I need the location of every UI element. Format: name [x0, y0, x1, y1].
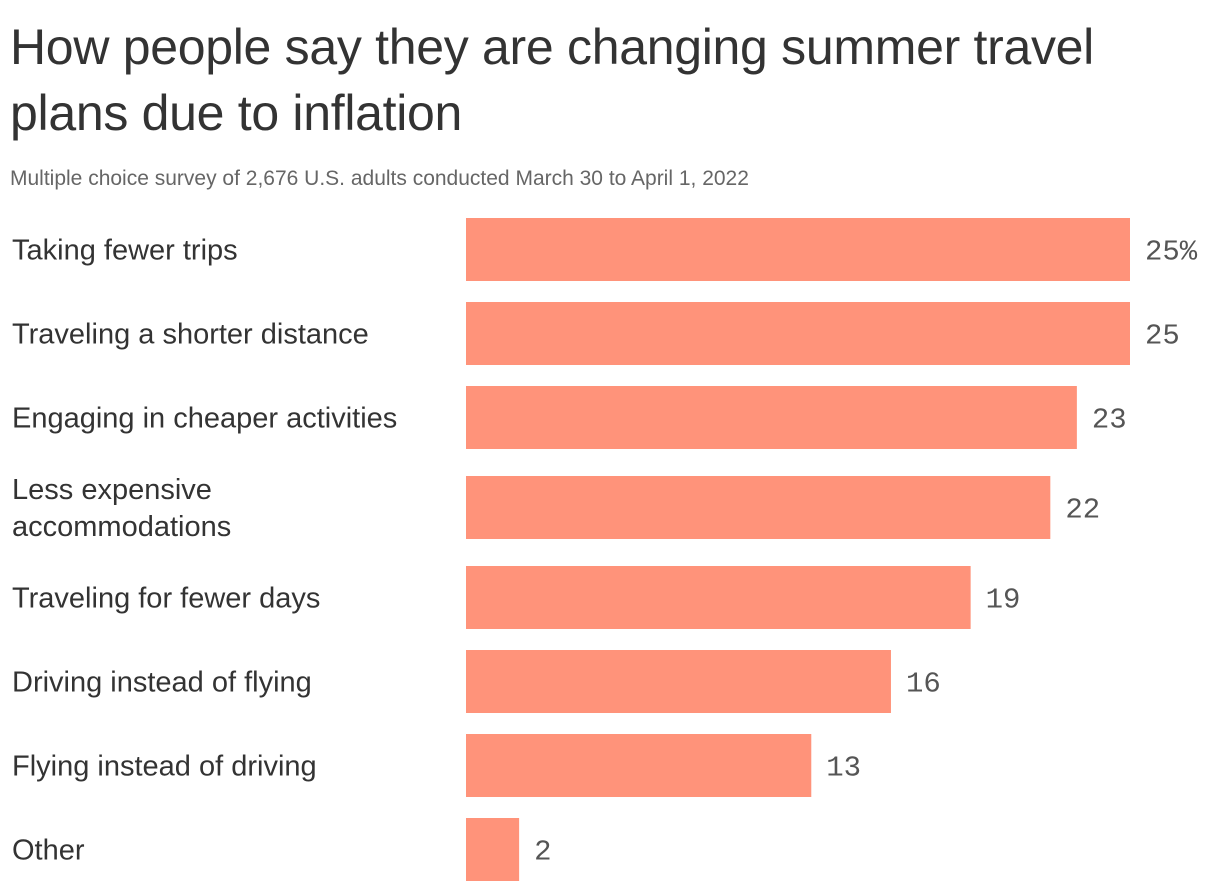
- category-label-1: Traveling a shorter distance: [12, 319, 369, 351]
- category-label-line: Less expensive: [12, 474, 212, 506]
- category-label-line: Traveling for fewer days: [12, 583, 320, 615]
- category-label-line: Engaging in cheaper activities: [12, 403, 397, 435]
- category-label-3: Less expensive accommodations: [12, 474, 231, 543]
- category-label-line: Driving instead of flying: [12, 667, 312, 699]
- value-label-6: 13: [826, 752, 861, 785]
- bar-6: [466, 734, 812, 797]
- category-label-7: Other: [12, 835, 85, 867]
- category-label-4: Traveling for fewer days: [12, 583, 320, 615]
- bar-2: [466, 386, 1077, 449]
- chart-title: How people say they are changing summer …: [10, 19, 1094, 141]
- value-label-0: 25%: [1145, 236, 1198, 269]
- category-label-line: Other: [12, 835, 85, 867]
- category-label-6: Flying instead of driving: [12, 751, 317, 783]
- category-label-line: accommodations: [12, 511, 231, 543]
- value-label-3: 22: [1065, 494, 1100, 527]
- bar-1: [466, 302, 1130, 365]
- value-label-1: 25: [1145, 320, 1180, 353]
- value-label-2: 23: [1092, 404, 1127, 437]
- chart-subtitle: Multiple choice survey of 2,676 U.S. adu…: [10, 167, 749, 190]
- bar-4: [466, 566, 971, 629]
- category-label-line: Taking fewer trips: [12, 235, 238, 267]
- value-label-5: 16: [906, 668, 941, 701]
- category-label-line: Flying instead of driving: [12, 751, 317, 783]
- bar-3: [466, 476, 1051, 539]
- bar-7: [466, 818, 520, 881]
- category-label-5: Driving instead of flying: [12, 667, 312, 699]
- category-label-0: Taking fewer trips: [12, 235, 238, 267]
- value-label-4: 19: [986, 584, 1021, 617]
- bar-0: [466, 218, 1130, 281]
- value-label-7: 2: [534, 836, 551, 869]
- category-label-line: Traveling a shorter distance: [12, 319, 369, 351]
- bar-5: [466, 650, 891, 713]
- category-label-2: Engaging in cheaper activities: [12, 403, 397, 435]
